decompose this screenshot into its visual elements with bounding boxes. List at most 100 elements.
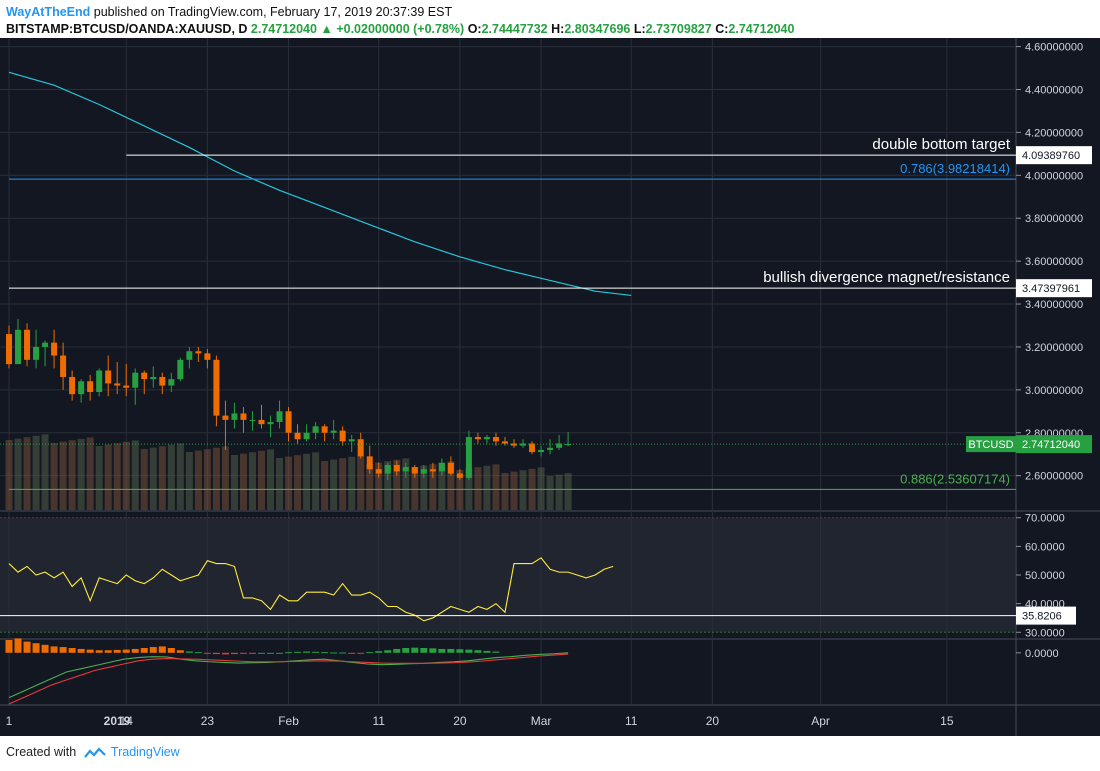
- candle-body: [294, 432, 301, 440]
- x-tick-label: 2019: [104, 714, 131, 728]
- macd-histogram-bar: [357, 652, 365, 654]
- macd-histogram-bar: [149, 647, 157, 653]
- candle-body: [565, 444, 572, 446]
- candle-body: [42, 342, 49, 347]
- candle-body: [69, 376, 76, 395]
- y-tick-label: 3.20000000: [1025, 342, 1083, 354]
- tradingview-logo-icon: [83, 747, 106, 758]
- x-tick-label: Apr: [811, 714, 830, 728]
- macd-histogram-bar: [104, 650, 112, 653]
- candle-body: [177, 359, 184, 380]
- candle-body: [529, 443, 536, 453]
- candle-body: [276, 411, 283, 423]
- volume-bar: [194, 450, 202, 510]
- candle-body: [96, 370, 103, 392]
- volume-bar: [32, 435, 40, 510]
- macd-histogram-bar: [95, 650, 103, 653]
- volume-bar: [258, 450, 265, 510]
- symbol-tag: [966, 436, 1016, 453]
- volume-bar: [239, 453, 247, 510]
- symbol-label[interactable]: BITSTAMP:BTCUSD/OANDA:XAUUSD, D: [6, 22, 248, 36]
- x-tick-label: 23: [201, 714, 215, 728]
- macd-histogram-bar: [384, 650, 392, 653]
- volume-bar: [140, 449, 148, 510]
- x-tick-label: Mar: [531, 714, 552, 728]
- x-tick-label: 11: [372, 714, 385, 728]
- macd-histogram-bar: [77, 648, 85, 653]
- candle-body: [87, 381, 94, 392]
- y-tick-label: 3.40000000: [1025, 299, 1083, 311]
- volume-bar: [294, 455, 302, 510]
- candle-body: [24, 329, 31, 360]
- macd-histogram-bar: [140, 648, 148, 653]
- fib-level-label: 0.886(2.53607174): [900, 471, 1010, 486]
- volume-bar: [510, 471, 518, 510]
- volume-bar: [546, 476, 554, 510]
- macd-histogram-bar: [32, 643, 40, 653]
- macd-histogram-bar: [465, 649, 473, 653]
- macd-histogram-bar: [312, 651, 320, 653]
- volume-bar: [185, 452, 193, 510]
- macd-histogram-bar: [330, 652, 338, 654]
- macd-histogram-bar: [483, 650, 491, 653]
- volume-bar: [158, 446, 166, 510]
- level-price-tag: [1016, 146, 1092, 165]
- macd-histogram-bar: [276, 652, 284, 654]
- macd-histogram-bar: [185, 651, 193, 653]
- x-tick-label: 20: [453, 714, 467, 728]
- candle-body: [456, 473, 463, 478]
- open-value: 2.74447732: [481, 22, 548, 36]
- macd-histogram-bar: [258, 652, 265, 654]
- volume-bar: [212, 447, 220, 510]
- candle-body: [501, 441, 508, 444]
- y-tick-label: 4.20000000: [1025, 127, 1083, 139]
- candle-body: [520, 443, 527, 446]
- volume-bar: [267, 449, 275, 510]
- close-value: 2.74712040: [728, 22, 795, 36]
- macd-histogram-bar: [438, 648, 446, 653]
- close-label: C:: [715, 22, 729, 36]
- moving-average-line: [8, 71, 632, 297]
- volume-bar: [68, 440, 76, 510]
- author-link[interactable]: WayAtTheEnd: [6, 5, 91, 19]
- volume-bar: [50, 443, 58, 510]
- candle-body: [411, 467, 418, 474]
- candle-body: [420, 469, 427, 474]
- candle-body: [15, 329, 22, 365]
- volume-bar: [122, 441, 130, 510]
- current-price-tag: [1016, 435, 1092, 454]
- macd-histogram-bar: [447, 648, 455, 653]
- candle-body: [303, 432, 310, 440]
- last-price: 2.74712040: [250, 22, 317, 36]
- candle-body: [312, 426, 319, 433]
- macd-signal-line: [8, 653, 569, 705]
- volume-bar: [366, 464, 374, 510]
- y-tick-label: 4.00000000: [1025, 170, 1083, 182]
- candle-body: [547, 447, 554, 450]
- volume-bar: [86, 437, 94, 510]
- publish-line: WayAtTheEnd published on TradingView.com…: [6, 5, 452, 19]
- open-label: O:: [467, 22, 482, 36]
- macd-histogram-bar: [230, 652, 238, 655]
- macd-histogram-bar: [248, 652, 256, 654]
- macd-histogram-bar: [113, 649, 121, 653]
- macd-histogram-bar: [267, 652, 275, 654]
- macd-histogram-bar: [393, 648, 401, 653]
- volume-bar: [438, 462, 446, 510]
- tradingview-brand[interactable]: TradingView: [110, 745, 180, 759]
- candle-body: [222, 415, 229, 420]
- candle-body: [150, 376, 157, 380]
- rsi-marker-tag-label: 35.8206: [1022, 611, 1062, 623]
- chart-header: WayAtTheEnd published on TradingView.com…: [0, 0, 1100, 40]
- volume-bar: [303, 453, 311, 510]
- low-label: L:: [633, 22, 646, 36]
- symbol-tag-label: BTCUSD: [968, 439, 1013, 451]
- candle-body: [339, 430, 346, 442]
- volume-bar: [203, 449, 211, 510]
- candle-body: [186, 351, 193, 360]
- macd-histogram-bar: [212, 652, 220, 655]
- y-tick-label: 4.40000000: [1025, 84, 1083, 96]
- volume-bar: [501, 473, 509, 510]
